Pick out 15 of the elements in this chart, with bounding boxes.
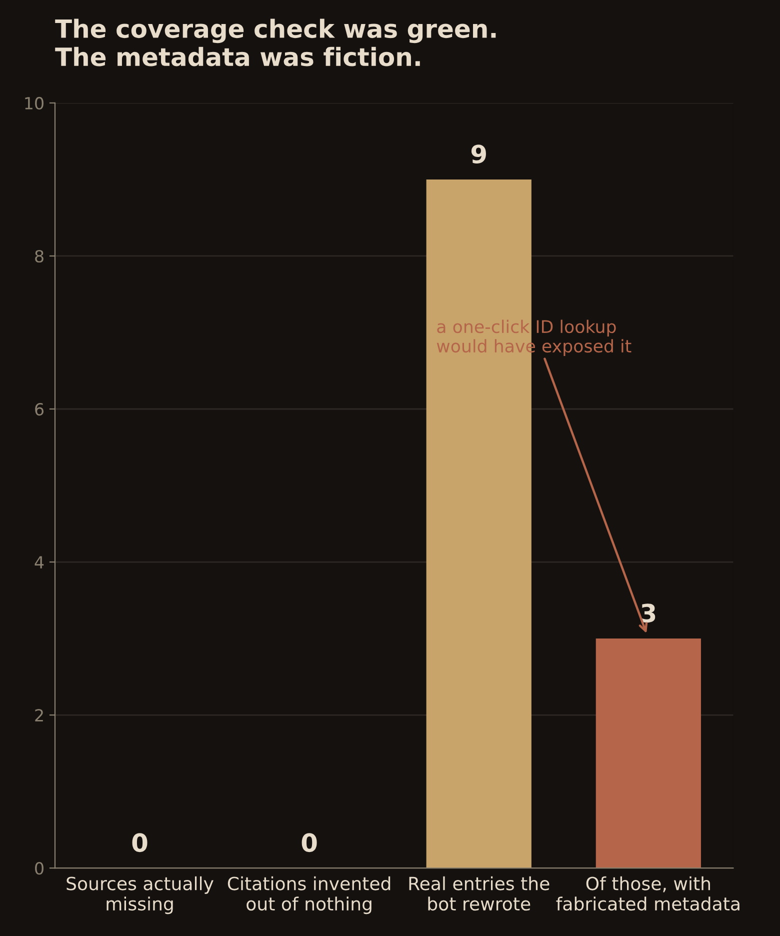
y-tick-label: 6 [35, 402, 44, 416]
y-tick-label: 10 [25, 96, 44, 110]
chart-title: The coverage check was green. The metadata was fiction. [55, 18, 496, 66]
data-label: 9 [471, 144, 486, 164]
x-tick-label: Sources actually missing [66, 876, 214, 914]
y-tick-label: 2 [35, 708, 43, 722]
y-tick-label: 4 [34, 556, 44, 568]
data-label: 0 [132, 833, 148, 852]
x-tick-label: Citations invented out of nothing [228, 876, 390, 914]
data-label: 0 [302, 833, 317, 852]
data-label: 3 [641, 604, 656, 623]
x-tick-label: Real entries the bot rewrote [409, 876, 550, 911]
y-tick-label: 0 [35, 862, 44, 875]
x-tick-label: Of those, with fabricated metadata [556, 876, 740, 911]
y-tick-label: 8 [35, 250, 44, 263]
